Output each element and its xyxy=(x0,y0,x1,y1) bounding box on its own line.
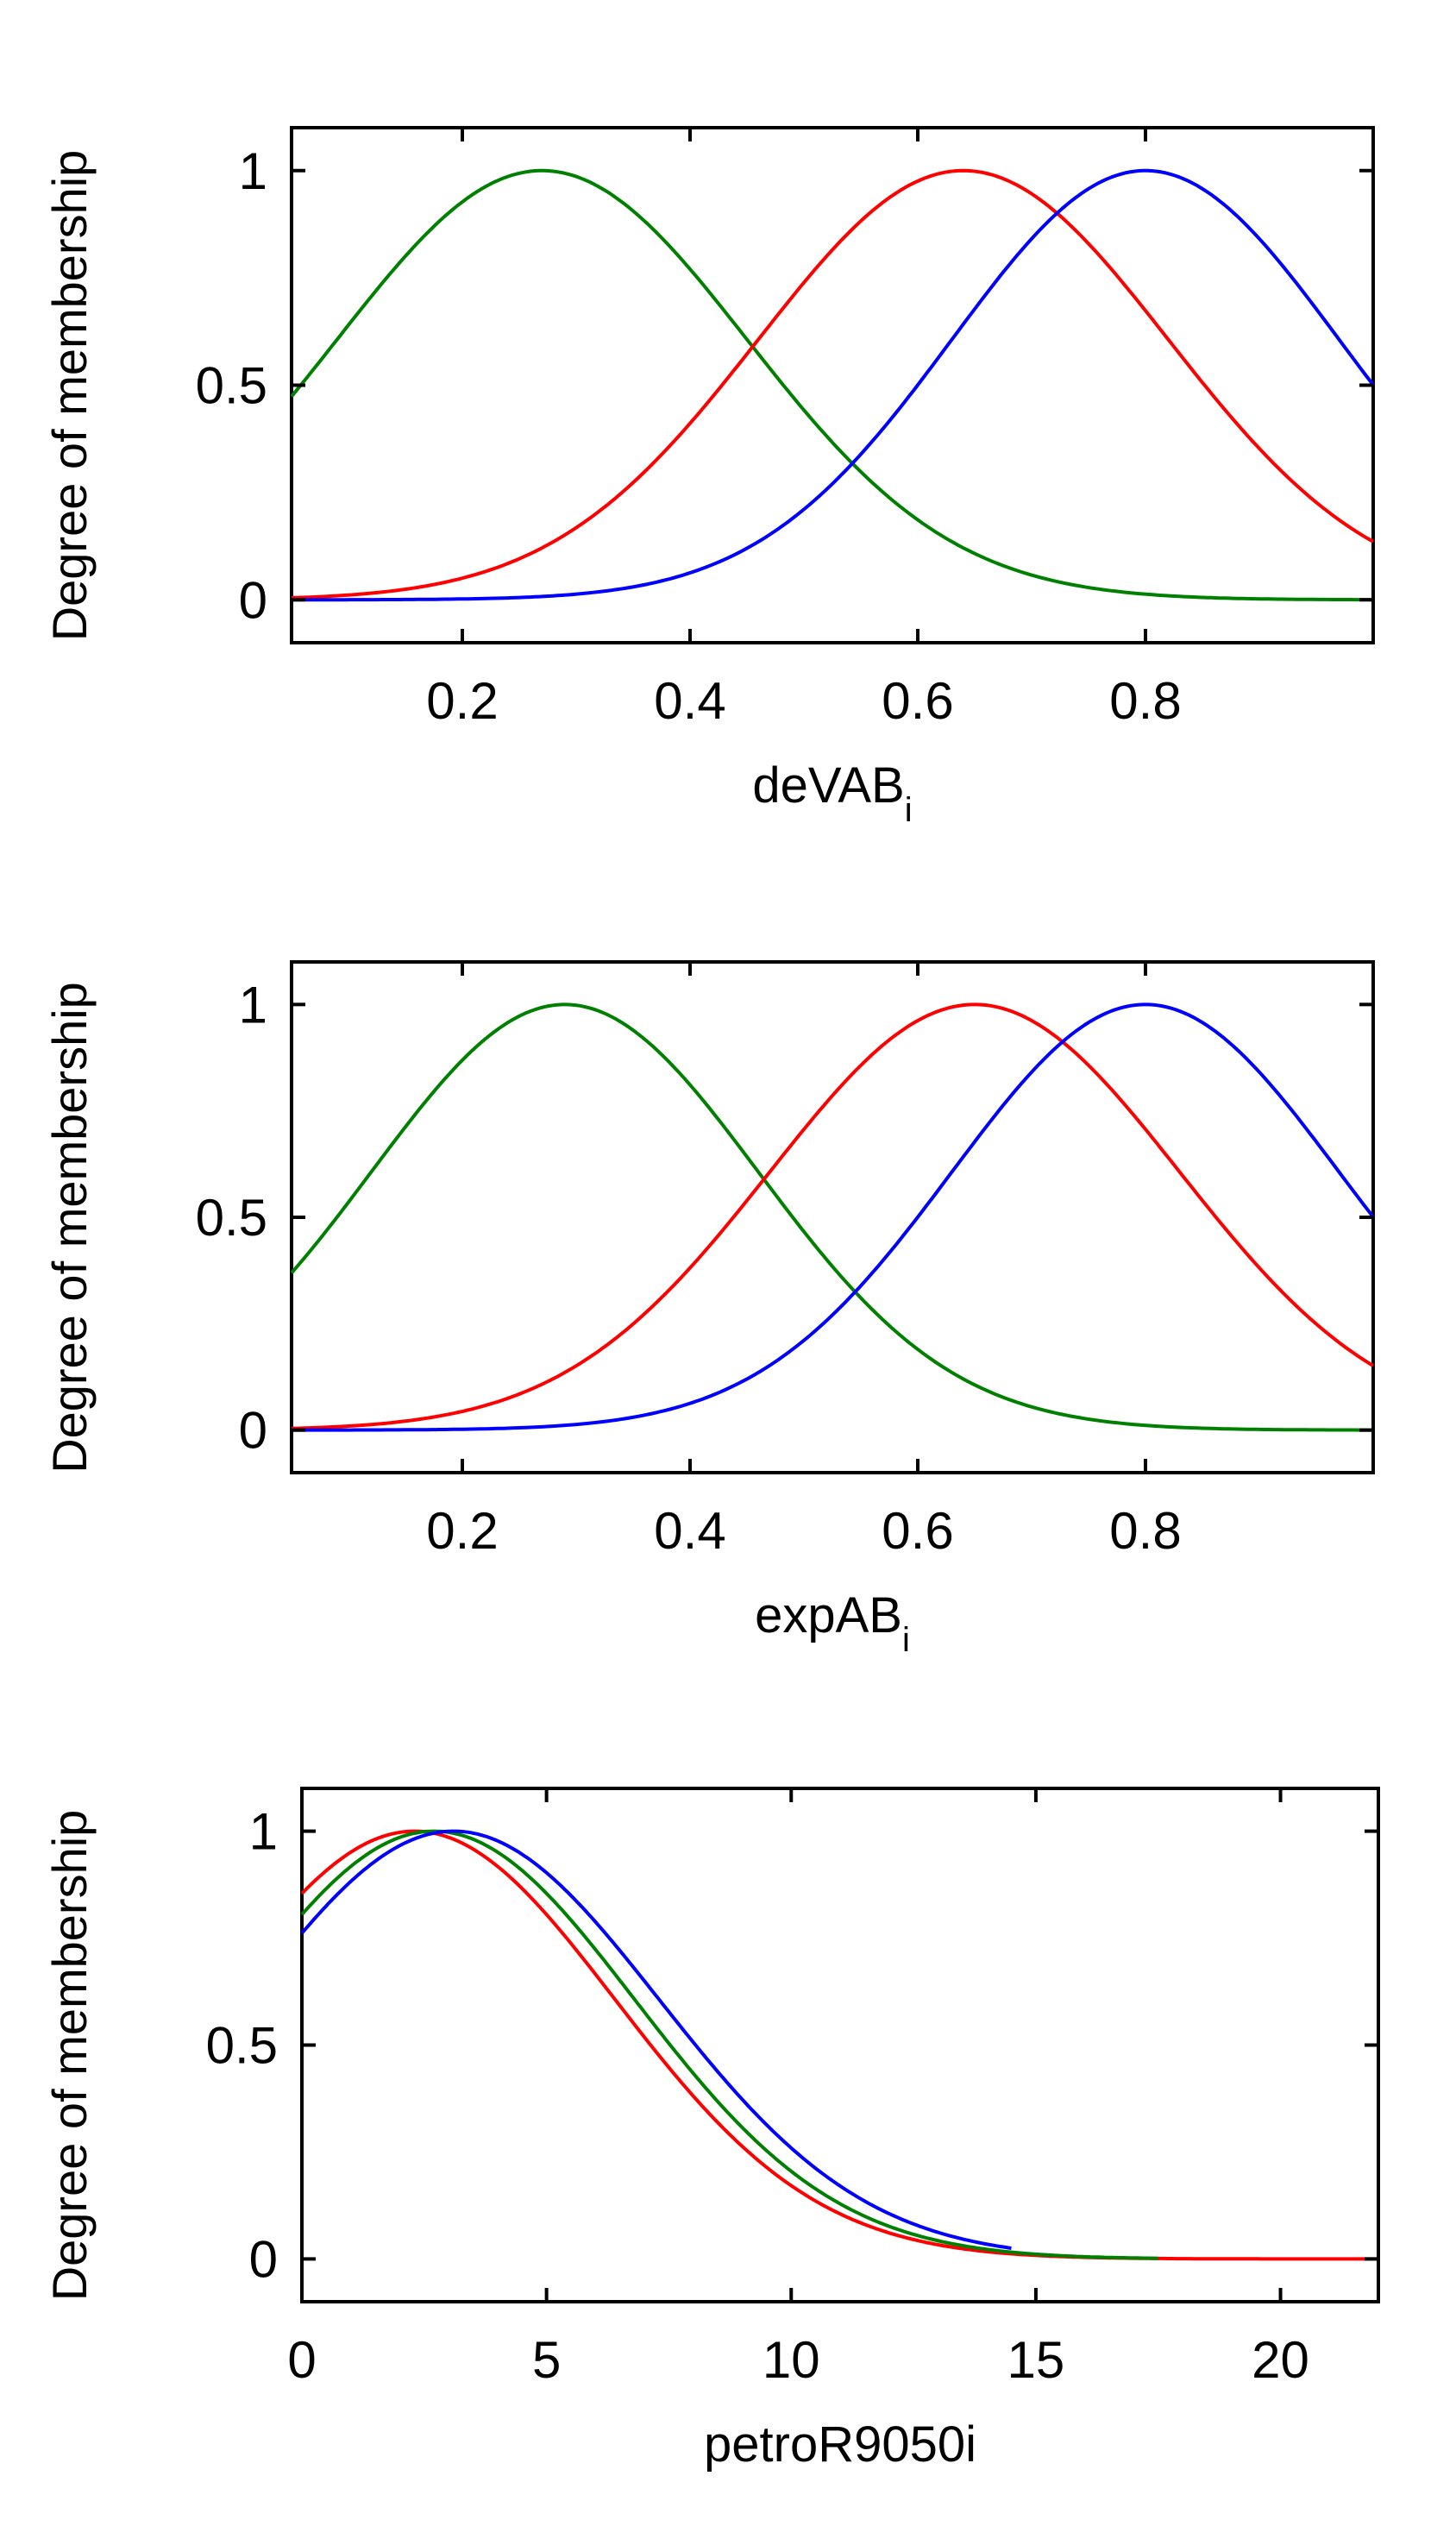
series-line-high xyxy=(292,1002,1375,1432)
plot-frame xyxy=(290,126,1375,644)
series-line-medium xyxy=(291,1002,1375,1430)
x-tick-label: 15 xyxy=(1007,2331,1065,2389)
x-tick-label: 0.6 xyxy=(882,1502,953,1560)
y-tick-label: 1 xyxy=(249,1803,278,1861)
y-tick-label: 1 xyxy=(239,976,267,1034)
chart-panel-1: 0.2 0.4 0.6 0.8 0 0.5 1 Degree of membership deV… xyxy=(42,126,1375,829)
series-line-medium xyxy=(291,168,1374,600)
series-line-low xyxy=(290,1002,1373,1432)
x-tick-label: 0.2 xyxy=(426,1502,498,1560)
x-tick-label: 0.4 xyxy=(654,672,725,730)
x-axis-label: deVABi xyxy=(752,757,912,829)
y-tick-label: 0.5 xyxy=(196,1189,267,1247)
x-tick-label: 0.4 xyxy=(654,1502,725,1560)
x-axis-label: expABi xyxy=(755,1587,910,1659)
x-axis-label-text: expAB xyxy=(755,1587,902,1643)
series-line-low xyxy=(300,1829,1378,2261)
y-tick-label: 1 xyxy=(239,142,267,200)
x-tick-label: 0.2 xyxy=(426,672,498,730)
series-line-medium xyxy=(300,1829,1158,2260)
y-axis-label: Degree of membership xyxy=(42,982,97,1474)
x-axis-label: petroR9050i xyxy=(704,2416,976,2473)
chart-panel-2: 0.2 0.4 0.6 0.8 0 0.5 1 Degree of membership exp… xyxy=(42,960,1375,1659)
y-tick-label: 0.5 xyxy=(206,2017,278,2075)
x-axis-label-subscript: i xyxy=(902,1621,910,1659)
series-line-high xyxy=(300,1829,1012,2250)
y-axis-label: Degree of membership xyxy=(42,150,97,642)
x-tick-label: 20 xyxy=(1252,2331,1309,2389)
plot-frame xyxy=(290,960,1375,1474)
x-axis-label-subscript: i xyxy=(905,791,913,829)
x-tick-label: 0.6 xyxy=(882,672,953,730)
x-axis-label-text: petroR9050i xyxy=(704,2416,976,2473)
x-tick-label: 5 xyxy=(532,2331,561,2389)
series-line-low xyxy=(290,168,1373,602)
x-tick-label: 0 xyxy=(287,2331,316,2389)
plot-frame xyxy=(300,1787,1380,2303)
y-axis-label: Degree of membership xyxy=(42,1810,97,2302)
y-tick-label: 0 xyxy=(249,2230,278,2288)
x-tick-label: 0.8 xyxy=(1109,1502,1181,1560)
y-tick-label: 0 xyxy=(239,571,267,629)
x-tick-label: 0.8 xyxy=(1109,672,1181,730)
chart-panel-3: 0 5 10 15 20 0 0.5 1 Degree of membership petroR9… xyxy=(42,1787,1380,2473)
y-tick-label: 0.5 xyxy=(196,357,267,415)
x-axis-label-text: deVAB xyxy=(752,757,904,814)
y-tick-label: 0 xyxy=(239,1402,267,1460)
x-tick-label: 10 xyxy=(763,2331,820,2389)
series-line-high xyxy=(292,168,1375,602)
